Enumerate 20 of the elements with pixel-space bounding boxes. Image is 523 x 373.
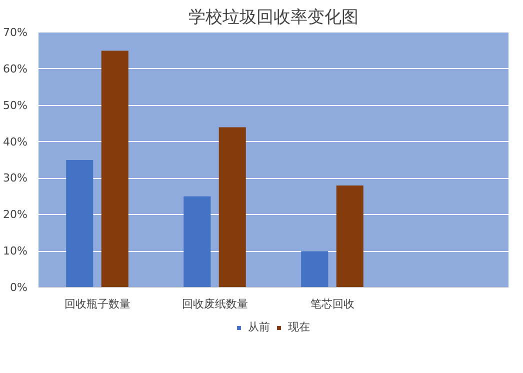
y-tick-label: 0% [10, 281, 28, 294]
y-tick-label: 60% [3, 62, 28, 76]
y-tick-label: 10% [3, 244, 28, 258]
legend-label: 现在 [288, 320, 310, 334]
bar [66, 160, 94, 288]
x-tick-label: 笔芯回收 [310, 298, 354, 310]
chart-title: 学校垃圾回收率变化图 [188, 8, 358, 28]
bar [184, 196, 211, 288]
bar [218, 127, 246, 288]
bar [101, 50, 128, 288]
y-tick-label: 20% [3, 208, 28, 222]
y-tick-label: 50% [3, 98, 28, 112]
x-tick-label: 回收废纸数量 [182, 298, 248, 310]
bar [336, 186, 364, 288]
y-tick-label: 40% [3, 135, 28, 148]
x-tick-label: 回收瓶子数量 [64, 298, 130, 310]
y-tick-label: 70% [3, 26, 28, 39]
legend-label: 从前 [248, 320, 270, 334]
y-tick-label: 30% [3, 172, 28, 185]
bar [301, 251, 328, 288]
